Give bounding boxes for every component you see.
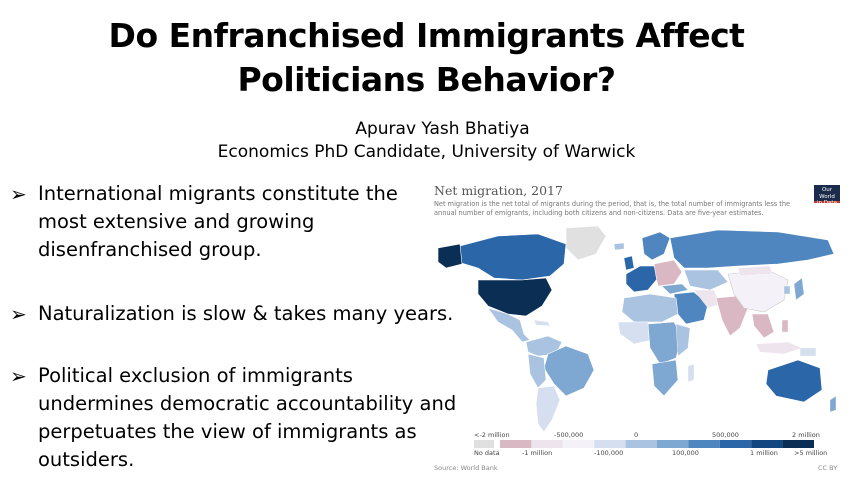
arrow-bullet-icon: ➢ <box>10 364 27 388</box>
map-license: CC BY <box>818 464 838 472</box>
arrow-bullet-icon: ➢ <box>10 302 27 326</box>
legend-swatch <box>500 440 532 448</box>
bullet-item: ➢ Political exclusion of immigrants unde… <box>10 362 480 474</box>
world-map <box>438 225 837 433</box>
bullet-text: International migrants constitute the mo… <box>38 182 398 261</box>
region-southern-africa <box>651 359 679 397</box>
bullet-text: Political exclusion of immigrants underm… <box>38 364 457 471</box>
legend-bottom-label: 100,000 <box>672 449 699 457</box>
region-papua <box>799 347 817 357</box>
legend-swatch <box>782 440 814 448</box>
region-madagascar <box>687 363 695 383</box>
arrow-bullet-icon: ➢ <box>10 182 27 206</box>
region-scandinavia <box>641 231 671 261</box>
region-turkey <box>661 283 689 295</box>
region-usa <box>477 277 553 317</box>
bullet-item: ➢ Naturalization is slow & takes many ye… <box>10 300 480 328</box>
region-greenland <box>565 225 607 261</box>
legend-top-label: 500,000 <box>712 431 739 439</box>
legend-swatch <box>751 440 783 448</box>
region-new-zealand <box>829 395 837 413</box>
region-canada <box>457 233 567 281</box>
region-indonesia <box>755 341 803 355</box>
region-central-asia <box>683 269 729 291</box>
region-central-africa <box>647 321 683 365</box>
region-uk <box>623 255 635 271</box>
legend-top-label: -500,000 <box>554 431 584 439</box>
legend-bottom-label: 1 million <box>750 449 778 457</box>
legend-swatch <box>719 440 752 448</box>
bullet-item: ➢ International migrants constitute the … <box>10 180 430 264</box>
region-caribbean <box>533 319 551 327</box>
title-line-1: Do Enfranchised Immigrants Affect <box>108 16 745 55</box>
title-line-2: Politicians Behavior? <box>237 60 616 99</box>
author-affiliation: Economics PhD Candidate, University of W… <box>217 142 636 162</box>
region-peru-bolivia <box>527 353 547 389</box>
legend-swatch <box>594 440 626 448</box>
legend-top-label: 0 <box>634 431 639 439</box>
legend-top-label: 2 million <box>792 431 820 439</box>
legend-bottom-label: -1 million <box>522 449 553 457</box>
region-north-africa <box>621 293 679 323</box>
legend-swatch <box>688 440 720 448</box>
map-source: Source: World Bank <box>434 464 498 472</box>
legend-swatch <box>531 440 563 448</box>
author-name: Apurav Yash Bhatiya <box>355 119 530 139</box>
map-title: Net migration, 2017 <box>434 183 563 198</box>
legend-bottom-label: >5 million <box>794 449 828 457</box>
logo-line-1: Our World <box>819 187 835 200</box>
region-argentina-chile <box>535 385 561 433</box>
map-subtitle: Net migration is the net total of migran… <box>434 200 791 217</box>
region-brazil <box>543 345 595 397</box>
region-western-europe <box>625 265 659 293</box>
region-mexico <box>487 307 531 343</box>
region-iceland <box>613 242 625 251</box>
legend-bottom-label: -100,000 <box>594 449 624 457</box>
legend-top-label: <-2 million <box>474 431 510 439</box>
region-eastern-europe <box>653 259 683 287</box>
legend-swatch <box>562 440 595 448</box>
region-japan <box>793 277 805 301</box>
region-australia <box>765 359 823 403</box>
region-west-africa <box>617 321 653 345</box>
region-east-africa <box>675 323 691 357</box>
region-philippines <box>781 319 789 333</box>
map-legend: <-2 million -500,000 0 500,000 2 million No … <box>474 430 827 460</box>
legend-bottom-label: No data <box>474 449 500 457</box>
our-world-in-data-logo: Our World in Data <box>814 185 840 206</box>
region-korea <box>783 285 791 295</box>
region-alaska <box>438 243 463 269</box>
legend-swatch <box>657 440 689 448</box>
slide-title: Do Enfranchised Immigrants Affect Politi… <box>0 14 853 102</box>
region-southeast-asia <box>751 313 775 339</box>
region-mongolia <box>737 265 773 277</box>
bullet-text: Naturalization is slow & takes many year… <box>38 302 454 325</box>
legend-swatch <box>625 440 657 448</box>
region-russia <box>669 229 835 269</box>
author-block: Apurav Yash Bhatiya Economics PhD Candid… <box>0 118 853 164</box>
logo-line-2: in Data <box>817 200 837 206</box>
legend-color-bar <box>474 440 814 448</box>
net-migration-map-figure: Net migration, 2017 Net migration is the… <box>428 180 844 475</box>
legend-swatch <box>474 440 494 448</box>
